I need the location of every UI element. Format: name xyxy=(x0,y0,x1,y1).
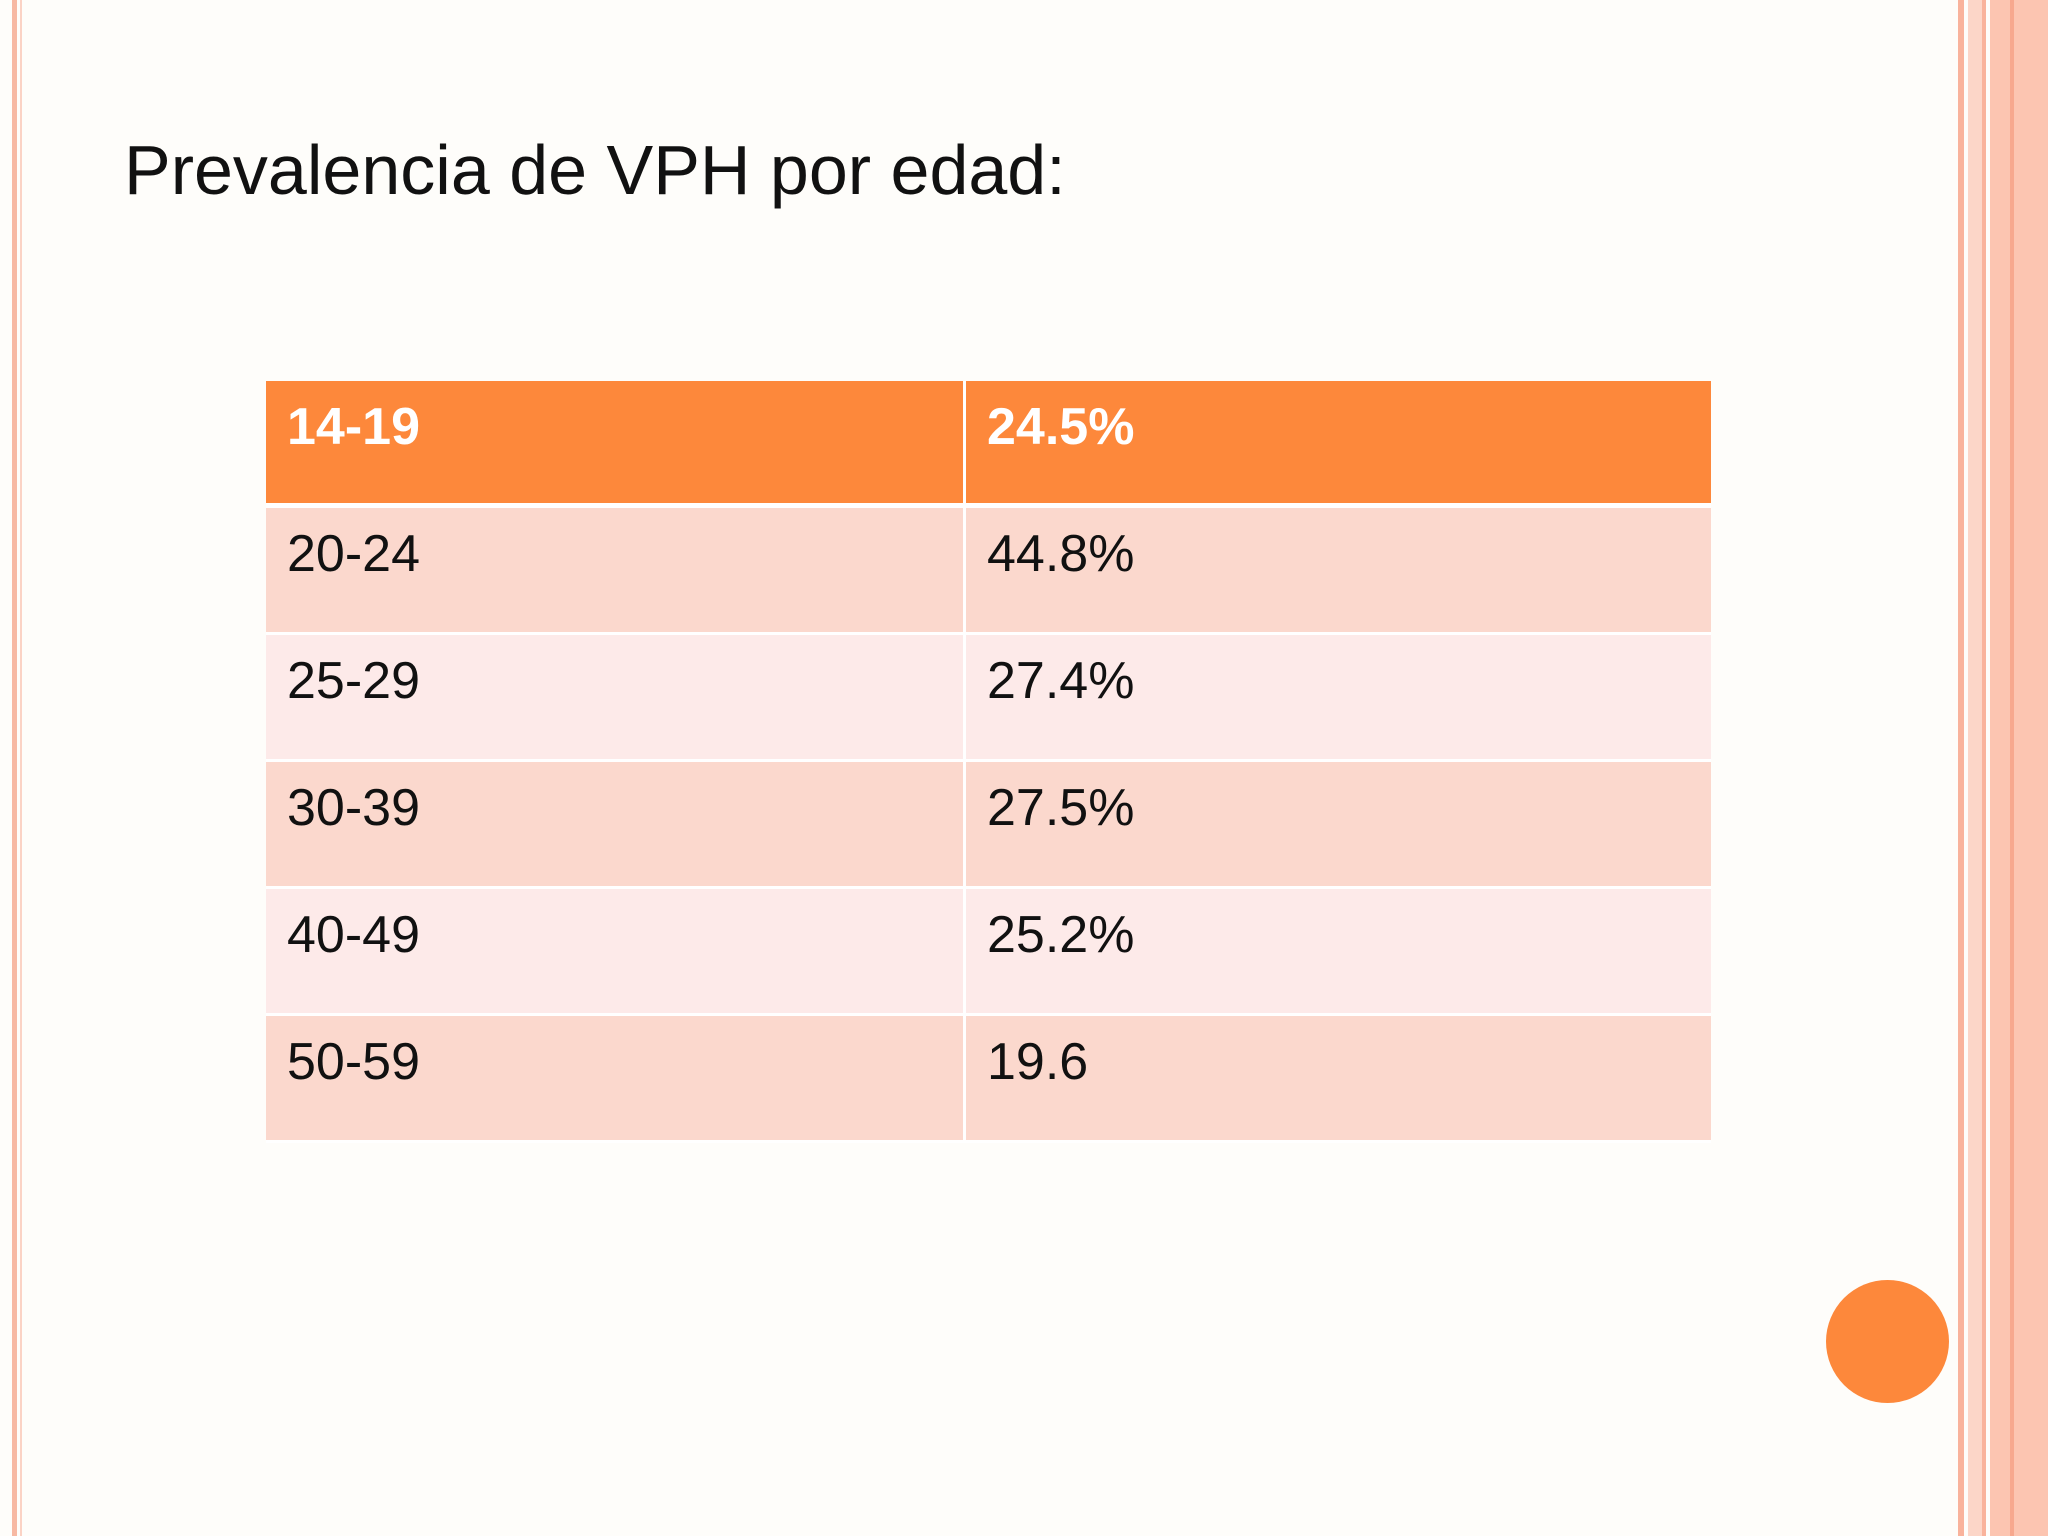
prevalence-cell: 27.4% xyxy=(987,652,1135,710)
table-row: 25-29 27.4% xyxy=(266,635,1711,762)
prevalence-cell: 24.5% xyxy=(987,398,1135,456)
table-row: 30-39 27.5% xyxy=(266,762,1711,889)
prevalence-cell: 25.2% xyxy=(987,906,1135,964)
age-cell: 50-59 xyxy=(266,1016,966,1140)
prevalence-cell: 44.8% xyxy=(987,525,1135,583)
right-border-stripe xyxy=(1990,0,2048,1536)
table-header-row: 14-19 24.5% xyxy=(266,381,1711,508)
age-cell: 20-24 xyxy=(266,508,966,632)
left-border-inner xyxy=(20,0,22,1536)
right-border-stripe xyxy=(2010,0,2014,1536)
slide-title: Prevalencia de VPH por edad: xyxy=(124,131,1066,209)
left-border xyxy=(12,0,17,1536)
table: 14-19 24.5% 20-24 44.8% 25-29 27.4% 30-39 27.5%… xyxy=(266,381,1711,1143)
orange-circle xyxy=(1826,1280,1949,1403)
table-row: 50-59 19.6 xyxy=(266,1016,1711,1143)
age-cell: 30-39 xyxy=(266,762,966,886)
table-row: 40-49 25.2% xyxy=(266,889,1711,1016)
right-border-stripe xyxy=(1968,0,1982,1536)
table-row: 20-24 44.8% xyxy=(266,508,1711,635)
age-cell: 14-19 xyxy=(266,381,966,503)
right-border-stripe xyxy=(1958,0,1964,1536)
prevalence-cell: 19.6 xyxy=(987,1033,1089,1091)
prevalence-cell: 27.5% xyxy=(987,779,1135,837)
right-border-stripe xyxy=(1982,0,1986,1536)
age-cell: 40-49 xyxy=(266,889,966,1013)
age-cell: 25-29 xyxy=(266,635,966,759)
